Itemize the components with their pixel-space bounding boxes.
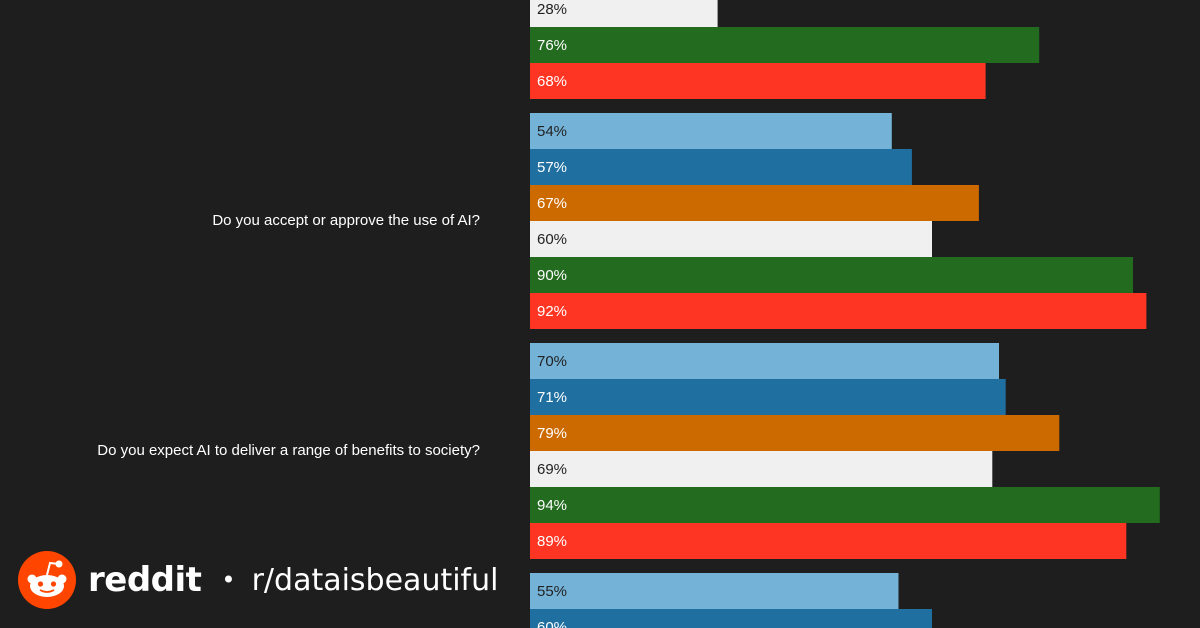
bar-value-label: 28% bbox=[537, 1, 567, 18]
bar-value-label: 55% bbox=[537, 583, 567, 600]
bar-value-label: 70% bbox=[537, 353, 567, 370]
bar bbox=[530, 257, 1133, 293]
bar-value-label: 57% bbox=[537, 159, 567, 176]
bar-value-label: 76% bbox=[537, 37, 567, 54]
bar bbox=[530, 573, 899, 609]
reddit-wordmark: reddit bbox=[88, 560, 202, 600]
bar-value-label: 79% bbox=[537, 425, 567, 442]
bar-value-label: 60% bbox=[537, 231, 567, 248]
question-label: Do you accept or approve the use of AI? bbox=[212, 212, 480, 229]
reddit-snoo-icon bbox=[18, 551, 76, 609]
bar bbox=[530, 609, 932, 628]
bar bbox=[530, 379, 1006, 415]
bar bbox=[530, 221, 932, 257]
bar bbox=[530, 523, 1127, 559]
bar-value-label: 60% bbox=[537, 619, 567, 628]
bar bbox=[530, 343, 999, 379]
bar bbox=[530, 149, 912, 185]
bar-value-label: 90% bbox=[537, 267, 567, 284]
bar bbox=[530, 451, 993, 487]
bar-value-label: 68% bbox=[537, 73, 567, 90]
bar bbox=[530, 415, 1060, 451]
bar bbox=[530, 63, 986, 99]
bar-value-label: 89% bbox=[537, 533, 567, 550]
bar bbox=[530, 185, 979, 221]
bar bbox=[530, 0, 718, 27]
bar-value-label: 69% bbox=[537, 461, 567, 478]
question-label: Do you expect AI to deliver a range of b… bbox=[97, 442, 480, 459]
bar-value-label: 54% bbox=[537, 123, 567, 140]
bar-value-label: 94% bbox=[537, 497, 567, 514]
bar-value-label: 92% bbox=[537, 303, 567, 320]
bar-value-label: 71% bbox=[537, 389, 567, 406]
bar-value-label: 67% bbox=[537, 195, 567, 212]
bar bbox=[530, 27, 1040, 63]
bar bbox=[530, 293, 1147, 329]
bar bbox=[530, 113, 892, 149]
subreddit-name: r/dataisbeautiful bbox=[251, 562, 499, 598]
separator-dot: • bbox=[221, 566, 236, 594]
branding: reddit • r/dataisbeautiful bbox=[18, 551, 498, 609]
bar bbox=[530, 487, 1160, 523]
